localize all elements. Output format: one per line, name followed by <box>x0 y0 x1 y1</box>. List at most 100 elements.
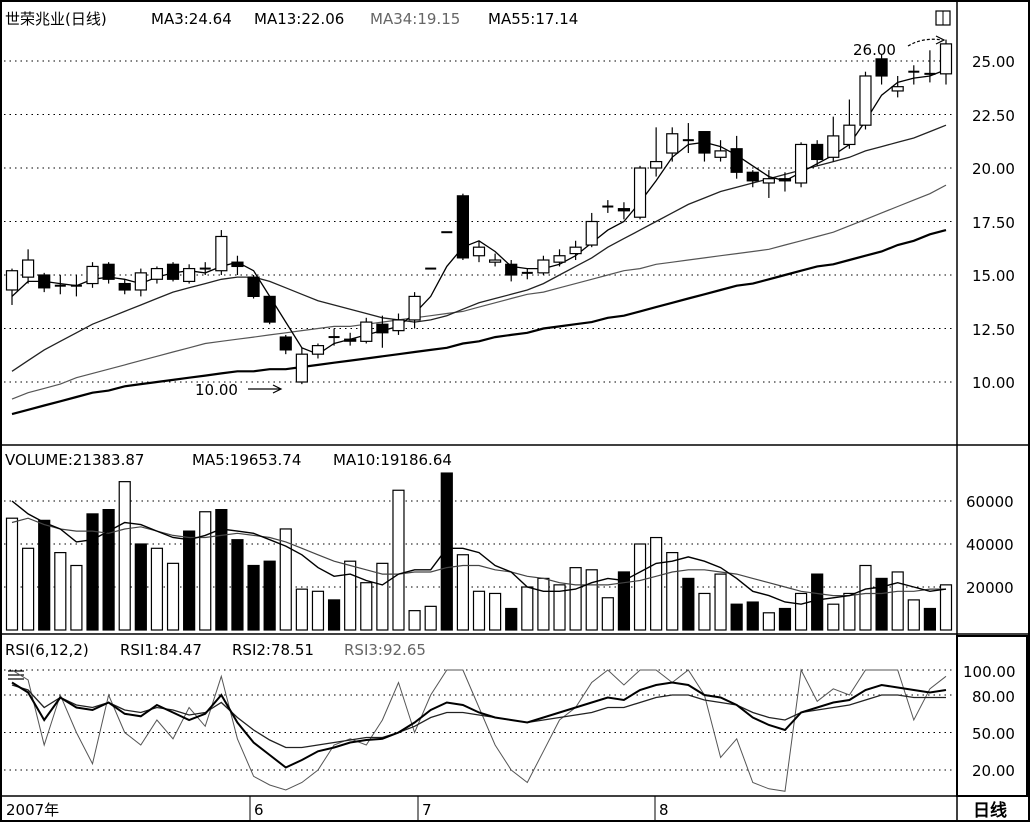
rsi-panel-border <box>956 635 1028 797</box>
rsi-grid <box>4 669 955 771</box>
rsi-ytick: 50.00 <box>972 725 1015 743</box>
rsi-ytick: 100.00 <box>963 663 1016 681</box>
annotation-low-label: 10.00 <box>195 381 238 399</box>
collapse-button[interactable] <box>935 10 951 26</box>
candle-up <box>569 246 582 255</box>
volume-bars <box>5 472 953 631</box>
rsi-menu-icon[interactable] <box>8 670 24 680</box>
rsi3-label: RSI3:92.65 <box>344 641 426 659</box>
candle-up <box>392 319 405 332</box>
candle-down <box>279 336 292 351</box>
candlesticks <box>5 39 953 385</box>
xaxis-label: 6 <box>254 801 264 819</box>
volume-bar-up <box>650 536 663 631</box>
ma13-line <box>11 124 947 372</box>
candle-down <box>811 143 824 161</box>
price-ytick: 15.00 <box>972 267 1015 285</box>
volume-ma10-label: MA10:19186.64 <box>333 451 452 469</box>
price-header: 世荣兆业(日线) MA3:24.64 MA13:22.06 MA34:19.15… <box>5 10 578 28</box>
candle-down <box>102 263 115 280</box>
volume-bar-up <box>376 562 389 631</box>
candle-up <box>472 246 486 257</box>
price-title: 世荣兆业(日线) <box>5 10 107 28</box>
volume-bar-up <box>633 543 647 631</box>
price-ytick: 12.50 <box>972 321 1015 339</box>
candle-up <box>5 270 19 291</box>
candle-up <box>714 150 727 158</box>
volume-bar-down <box>231 539 244 631</box>
volume-bar-up <box>553 584 566 631</box>
candle-up <box>183 267 196 283</box>
volume-bar-up <box>360 582 373 631</box>
period-button[interactable]: 日线 <box>973 800 1007 821</box>
volume-bar-down <box>682 577 695 631</box>
candle-down <box>456 195 469 259</box>
volume-bar-up <box>150 547 164 631</box>
candle-up <box>295 353 308 383</box>
volume-bar-down <box>505 607 518 631</box>
rsi-ytick: 20.00 <box>972 762 1015 780</box>
volume-bar-up <box>118 481 131 631</box>
candle-up <box>360 321 373 342</box>
rsi2-line <box>11 684 946 749</box>
volume-ytick: 40000 <box>966 536 1014 554</box>
volume-bar-up <box>424 605 437 631</box>
volume-bar-up <box>5 517 19 631</box>
volume-bar-up <box>537 577 550 631</box>
rsi-lines <box>11 668 947 792</box>
volume-ma5-line <box>11 500 947 605</box>
xaxis-label: 8 <box>659 801 669 819</box>
price-ytick: 20.00 <box>972 160 1015 178</box>
low-annotation: 10.00 <box>195 381 283 399</box>
candle-up <box>150 267 164 280</box>
volume-bar-up <box>939 584 953 631</box>
candle-down <box>231 261 244 268</box>
rsi-ytick: 80.00 <box>972 688 1015 706</box>
annotation-high-arrow <box>907 38 943 47</box>
xaxis-label: 7 <box>422 801 432 819</box>
candle-up <box>134 272 147 291</box>
volume-bar-down <box>327 599 341 631</box>
candle-up <box>666 133 679 154</box>
candle-up <box>585 220 598 246</box>
candle-down <box>118 282 131 291</box>
candle-down <box>505 263 518 276</box>
volume-bar-up <box>279 528 292 631</box>
volume-bar-up <box>489 592 502 631</box>
volume-bar-up <box>22 547 35 631</box>
candle-down <box>344 338 357 342</box>
candle-down <box>376 323 389 334</box>
xaxis: 2007年 6 7 8 <box>6 796 669 820</box>
candle-up <box>215 235 228 272</box>
candle-down <box>617 208 631 212</box>
volume-bar-down <box>746 601 759 631</box>
volume-ma-lines <box>11 500 947 605</box>
volume-ma5-label: MA5:19653.74 <box>192 451 301 469</box>
volume-bar-up <box>456 554 469 631</box>
candle-down <box>38 274 51 289</box>
volume-bar-up <box>891 571 904 631</box>
volume-bar-down <box>730 603 743 631</box>
rsi-title: RSI(6,12,2) <box>5 641 89 659</box>
xaxis-label: 2007年 <box>6 801 59 819</box>
volume-bar-down <box>38 519 51 631</box>
price-grid <box>4 60 955 383</box>
volume-bar-down <box>247 564 260 631</box>
candle-up <box>762 178 775 184</box>
volume-bar-down <box>811 573 824 631</box>
period-button-label[interactable]: 日线 <box>973 800 1007 821</box>
volume-bar-up <box>585 569 598 631</box>
ma3-line <box>11 68 947 355</box>
volume-bar-down <box>923 607 936 631</box>
candle-up <box>650 160 663 169</box>
volume-bar-up <box>601 597 614 631</box>
volume-bar-down <box>215 509 228 631</box>
volume-bar-up <box>762 612 775 631</box>
volume-bar-up <box>666 551 679 631</box>
candle-up <box>489 259 502 263</box>
candle-up <box>794 143 808 184</box>
volume-bar-down <box>875 577 888 631</box>
rsi2-label: RSI2:78.51 <box>232 641 314 659</box>
